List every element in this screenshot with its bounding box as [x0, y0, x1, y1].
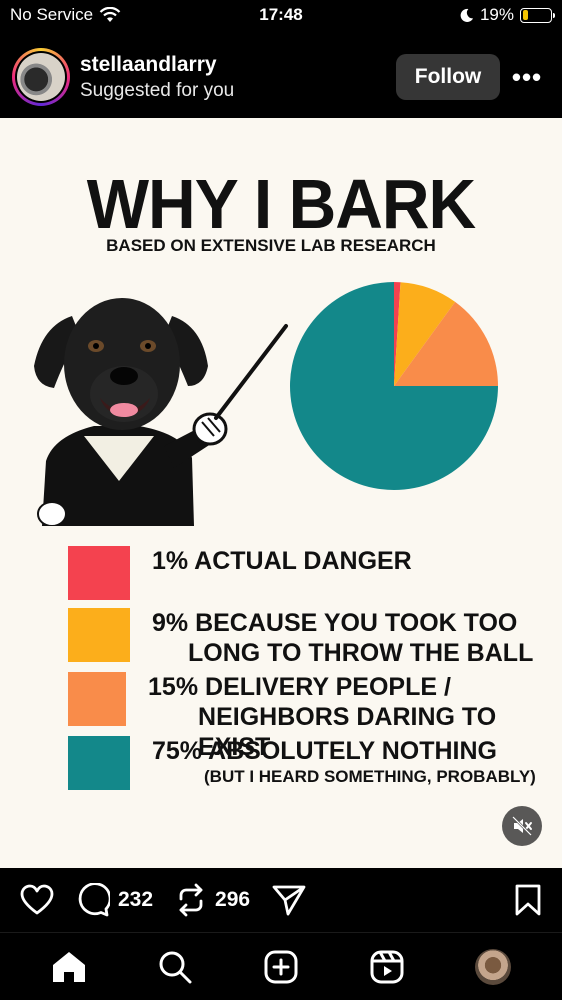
post-header: stellaandlarry Suggested for you Follow …	[0, 36, 562, 118]
legend-label-line: NEIGHBORS DARING TO EXIST	[198, 703, 497, 761]
legend-label-line: 15% DELIVERY PEOPLE /	[148, 673, 451, 701]
tab-home[interactable]	[39, 950, 99, 984]
legend-label: 15% DELIVERY PEOPLE / NEIGHBORS DARING TO…	[148, 672, 548, 762]
legend-label: 1% ACTUAL DANGER	[152, 546, 412, 600]
tab-profile[interactable]	[463, 948, 523, 985]
share-icon[interactable]	[272, 884, 306, 916]
bookmark-icon[interactable]	[514, 884, 542, 916]
pie-chart	[290, 282, 498, 490]
bottom-tab-bar	[0, 932, 562, 1000]
legend-label-line: 1% ACTUAL DANGER	[152, 547, 412, 575]
carrier-label: No Service	[10, 5, 94, 24]
pie-slice-2	[394, 301, 498, 386]
legend-label-line: LONG TO THROW THE BALL	[188, 639, 534, 667]
suggested-label: Suggested for you	[80, 79, 235, 101]
tab-search[interactable]	[145, 950, 205, 984]
create-icon	[264, 950, 298, 983]
legend-label: 9% BECAUSE YOU TOOK TOO LONG TO THROW THE…	[152, 608, 533, 668]
post-actions: 232 296	[0, 868, 562, 932]
chart-title: WHY I BARK	[86, 165, 476, 243]
comment-icon[interactable]	[76, 883, 110, 917]
moon-icon	[460, 8, 474, 22]
legend-swatch	[68, 608, 130, 662]
legend-swatch	[68, 546, 130, 600]
legend-label-line: 75% ABSOLUTELY NOTHING	[152, 737, 497, 765]
post-image[interactable]: WHY I BARK BASED ON EXTENSIVE LAB RESEAR…	[0, 118, 562, 868]
search-icon	[159, 951, 192, 983]
more-options-button[interactable]: •••	[511, 61, 543, 92]
legend-item: 9% BECAUSE YOU TOOK TOO LONG TO THROW THE…	[68, 608, 533, 668]
legend-item: 15% DELIVERY PEOPLE / NEIGHBORS DARING TO…	[68, 672, 548, 762]
battery-level	[522, 10, 528, 20]
profile-avatar	[475, 948, 511, 985]
legend-swatch	[68, 736, 130, 790]
avatar-image	[17, 53, 65, 101]
speaker-muted-icon	[512, 816, 532, 836]
legend-sublabel: (BUT I HEARD SOMETHING, PROBABLY)	[204, 767, 536, 786]
legend-item: 1% ACTUAL DANGER	[68, 546, 412, 600]
legend-swatch	[68, 672, 127, 726]
chart-subtitle: BASED ON EXTENSIVE LAB RESEARCH	[106, 236, 436, 255]
dog-illustration	[34, 298, 288, 526]
account-avatar[interactable]	[12, 48, 70, 106]
legend-label-line: 9% BECAUSE YOU TOOK TOO	[152, 609, 518, 637]
home-icon	[53, 951, 85, 982]
pie-slice-1	[394, 282, 456, 386]
clock: 17:48	[259, 5, 303, 24]
legend-label: 75% ABSOLUTELY NOTHING (BUT I HEARD SOMET…	[152, 736, 536, 790]
repost-icon[interactable]	[175, 883, 207, 917]
legend-item: 75% ABSOLUTELY NOTHING (BUT I HEARD SOMET…	[68, 736, 536, 790]
pie-slice-3	[290, 282, 498, 490]
pie-slice-0	[394, 282, 401, 386]
mute-button[interactable]	[502, 806, 542, 846]
comment-count: 232	[118, 888, 154, 911]
repost-count: 296	[215, 888, 251, 911]
tab-create[interactable]	[251, 950, 311, 984]
tab-reels[interactable]	[357, 950, 417, 984]
follow-button[interactable]: Follow	[396, 54, 500, 100]
wifi-icon	[99, 7, 121, 22]
battery-icon	[520, 7, 555, 23]
battery-percent: 19%	[479, 5, 514, 24]
reels-icon	[370, 950, 404, 983]
username-link[interactable]: stellaandlarry	[80, 52, 217, 76]
heart-icon[interactable]	[20, 884, 54, 916]
status-bar: No Service 17:48 19%	[0, 0, 562, 30]
